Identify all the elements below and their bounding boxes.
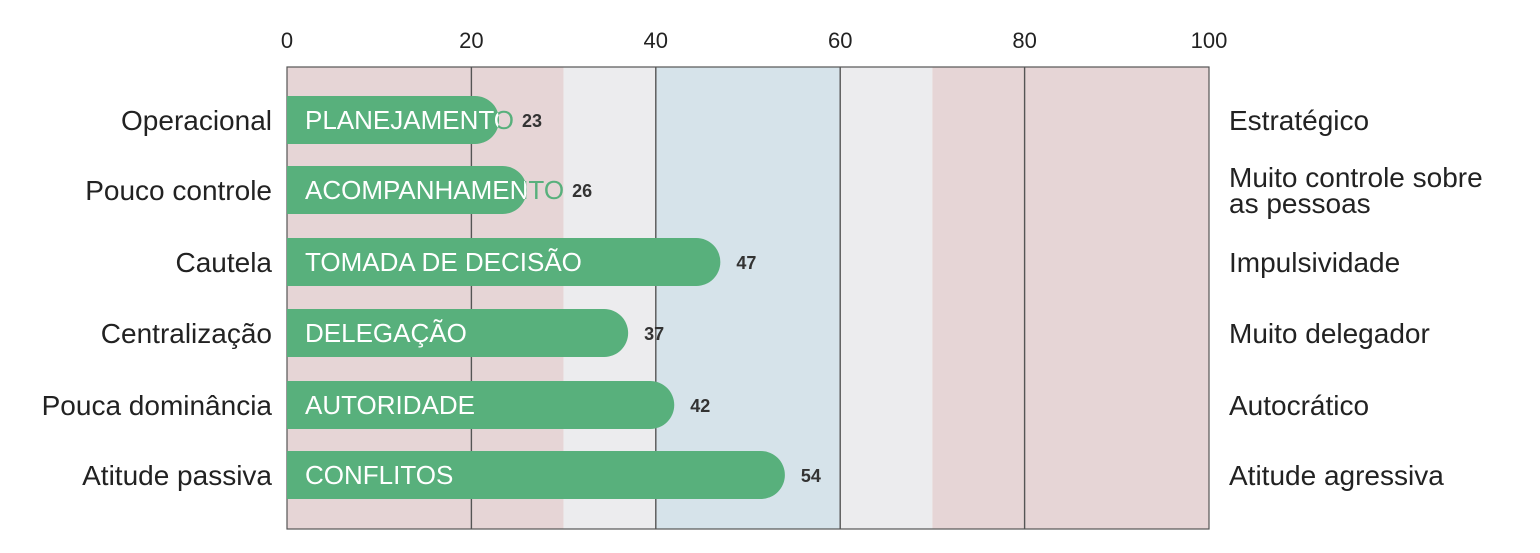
- band-4: [932, 67, 1209, 529]
- bar: [287, 381, 675, 429]
- x-tick-label: 100: [1191, 28, 1228, 53]
- x-tick-label: 60: [828, 28, 852, 53]
- right-pole-label: Autocrático: [1229, 390, 1369, 421]
- bar: [287, 451, 785, 499]
- left-pole-label: Pouco controle: [85, 175, 272, 206]
- right-pole-label: Impulsividade: [1229, 247, 1400, 278]
- bar-category-label-overflow: AUTORIDADE: [305, 390, 475, 420]
- right-pole-label: Muito controle sobre: [1229, 162, 1483, 193]
- left-pole-label: Atitude passiva: [82, 460, 272, 491]
- bar-category-label: ACOMPANHAMENTO: [305, 175, 564, 205]
- bar-category-label: CONFLITOS: [305, 460, 453, 490]
- bar-category-label: DELEGAÇÃO: [305, 318, 467, 348]
- bar-value-label: 47: [736, 253, 756, 273]
- background-bands: [287, 67, 1209, 529]
- right-pole-label: Muito delegador: [1229, 318, 1430, 349]
- bar-value-label: 26: [572, 181, 592, 201]
- plot-frame: [286, 66, 1210, 530]
- bar-value-label: 23: [522, 111, 542, 131]
- bar-value-label: 54: [801, 466, 821, 486]
- bar-category-label-overflow: DELEGAÇÃO: [305, 318, 467, 348]
- right-pole-label: Estratégico: [1229, 105, 1369, 136]
- left-pole-label: Operacional: [121, 105, 272, 136]
- bar: [287, 166, 527, 214]
- band-3: [840, 67, 933, 529]
- bar: [287, 96, 500, 144]
- bar: [287, 309, 629, 357]
- bar-category-label: AUTORIDADE: [305, 390, 475, 420]
- bar-value-label: 42: [690, 396, 710, 416]
- left-pole-label: Cautela: [175, 247, 272, 278]
- bar-category-label-overflow: TOMADA DE DECISÃO: [305, 247, 582, 277]
- right-pole-label: as pessoas: [1229, 188, 1371, 219]
- bar-category-label-overflow: ACOMPANHAMENTO: [305, 175, 564, 205]
- bar: [287, 238, 721, 286]
- left-pole-label: Pouca dominância: [42, 390, 273, 421]
- x-axis-tick-labels: 0 20 40 60 80 100: [281, 28, 1227, 53]
- x-tick-label: 0: [281, 28, 293, 53]
- right-pole-label: Atitude agressiva: [1229, 460, 1444, 491]
- left-pole-labels: Operacional Pouco controle Cautela Centrali…: [42, 105, 273, 491]
- bar-category-label: TOMADA DE DECISÃO: [305, 247, 582, 277]
- bar-value-label: 37: [644, 324, 664, 344]
- x-tick-label: 20: [459, 28, 483, 53]
- bar-category-label-overflow: CONFLITOS: [305, 460, 453, 490]
- bar-category-label: PLANEJAMENTO: [305, 105, 514, 135]
- left-pole-label: Centralização: [101, 318, 272, 349]
- bar-category-label-overflow: PLANEJAMENTO: [305, 105, 514, 135]
- x-tick-label: 40: [644, 28, 668, 53]
- x-tick-label: 80: [1012, 28, 1036, 53]
